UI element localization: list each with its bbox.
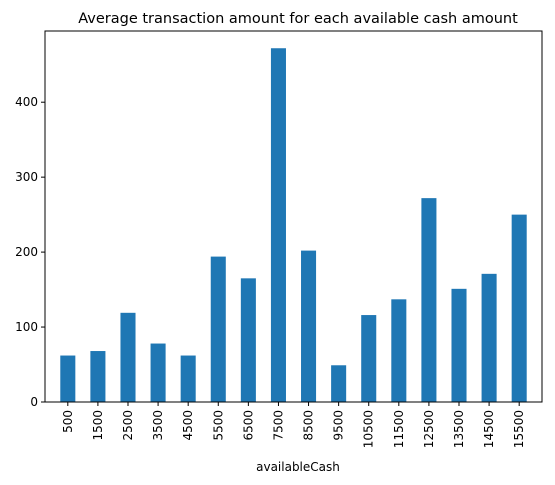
x-tick-label-13500: 13500 [452, 410, 466, 448]
x-tick-label-7500: 7500 [271, 410, 285, 441]
bar-2500 [120, 312, 136, 402]
bar-14500 [481, 273, 497, 402]
x-tick-label-4500: 4500 [181, 410, 195, 441]
bar-13500 [451, 288, 467, 402]
bar-5500 [210, 256, 226, 402]
y-tick-label-400: 400 [15, 95, 38, 109]
bar-11500 [391, 299, 407, 402]
x-tick-label-15500: 15500 [512, 410, 526, 448]
plot-frame [44, 30, 543, 403]
x-tick-label-5500: 5500 [211, 410, 225, 441]
x-tick-label-10500: 10500 [362, 410, 376, 448]
x-tick-label-3500: 3500 [151, 410, 165, 441]
x-tick-label-12500: 12500 [422, 410, 436, 448]
bar-500 [60, 355, 76, 402]
x-tick-label-11500: 11500 [392, 410, 406, 448]
bar-3500 [150, 343, 166, 402]
y-tick-label-300: 300 [15, 170, 38, 184]
x-axis: 500 1500 2500 3500 4500 5500 6500 7500 8500 9500 1… [61, 402, 526, 448]
y-tick-label-200: 200 [15, 245, 38, 259]
x-tick-label-2500: 2500 [121, 410, 135, 441]
y-tick-label-0: 0 [30, 395, 38, 409]
x-axis-label: availableCash [256, 460, 340, 474]
x-tick-label-14500: 14500 [482, 410, 496, 448]
x-tick-label-500: 500 [61, 410, 75, 433]
bars-group [60, 48, 527, 403]
bar-6500 [240, 278, 256, 402]
bar-8500 [301, 250, 317, 402]
bar-4500 [180, 355, 196, 402]
x-tick-label-6500: 6500 [241, 410, 255, 441]
y-axis: 0 100 200 300 400 [15, 95, 45, 409]
y-tick-label-100: 100 [15, 320, 38, 334]
bar-10500 [361, 315, 377, 402]
bar-1500 [90, 351, 106, 402]
chart-title: Average transaction amount for each avai… [78, 11, 518, 27]
bar-12500 [421, 198, 437, 402]
bar-7500 [270, 48, 286, 403]
bar-9500 [331, 365, 347, 402]
x-tick-label-1500: 1500 [91, 410, 105, 441]
bar-15500 [511, 214, 527, 402]
x-tick-label-9500: 9500 [332, 410, 346, 441]
x-tick-label-8500: 8500 [302, 410, 316, 441]
